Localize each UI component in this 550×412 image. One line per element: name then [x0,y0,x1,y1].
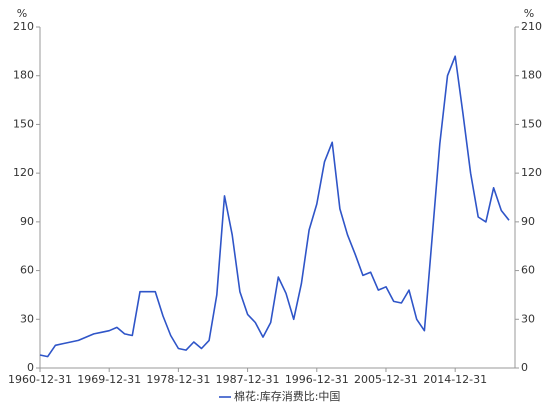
y2-tick-label: 210 [521,20,542,33]
y-tick-label: 60 [20,264,34,277]
x-tick-label: 2014-12-31 [423,373,487,386]
y2-unit: % [524,7,534,20]
y2-tick-label: 120 [521,166,542,179]
y-tick-label: 30 [20,312,34,325]
y2-tick-label: 60 [521,264,535,277]
y-tick-label: 0 [27,361,34,374]
y-tick-label: 150 [13,117,34,130]
y2-tick-label: 0 [521,361,528,374]
x-tick-label: 1960-12-31 [8,373,72,386]
x-tick-label: 2005-12-31 [354,373,418,386]
y-tick-label: 210 [13,20,34,33]
x-tick-label: 1996-12-31 [285,373,349,386]
x-tick-label: 1978-12-31 [146,373,210,386]
x-tick-label: 1987-12-31 [216,373,280,386]
y2-tick-label: 150 [521,117,542,130]
y2-tick-label: 30 [521,312,535,325]
y-tick-label: 180 [13,69,34,82]
y-tick-label: 90 [20,215,34,228]
x-tick-label: 1969-12-31 [77,373,141,386]
y-tick-label: 120 [13,166,34,179]
y2-tick-label: 90 [521,215,535,228]
line-series [39,55,510,358]
y-unit: % [17,7,27,20]
y2-tick-label: 180 [521,69,542,82]
legend-label: 棉花:库存消费比:中国 [234,389,340,403]
